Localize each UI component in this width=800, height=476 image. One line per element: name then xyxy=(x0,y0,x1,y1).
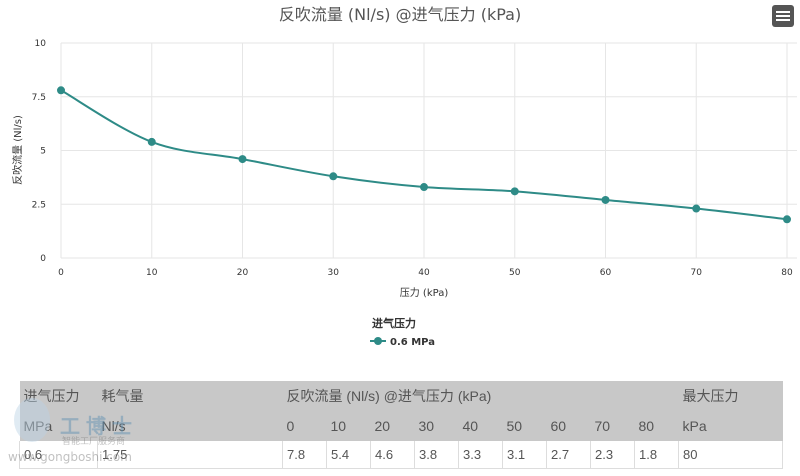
table-subheader-row: MPa Nl/s 0 10 20 30 40 50 60 70 80 kPa xyxy=(19,411,783,441)
subheader-cell: 40 xyxy=(462,418,479,434)
table-cell: 4.6 xyxy=(370,441,415,469)
table-cell: 1.8 xyxy=(634,441,679,469)
table-cell: 2.7 xyxy=(546,441,591,469)
subheader-cell: kPa xyxy=(682,418,707,434)
subheader-cell: 80 xyxy=(638,418,655,434)
x-tick-label: 80 xyxy=(781,268,793,278)
subheader-cell: 0 xyxy=(286,418,295,434)
y-tick-label: 2.5 xyxy=(32,200,46,210)
legend-item[interactable]: 0.6 MPa xyxy=(370,337,435,348)
table-cell: 0.6 xyxy=(19,441,98,469)
x-tick-label: 0 xyxy=(58,268,64,278)
x-tick-label: 60 xyxy=(600,268,612,278)
table-cell: 1.75 xyxy=(97,441,283,469)
data-point[interactable] xyxy=(420,183,428,192)
data-point[interactable] xyxy=(238,155,247,164)
table-cell: 5.4 xyxy=(326,441,371,469)
data-point[interactable] xyxy=(783,215,791,224)
subheader-cell: 50 xyxy=(506,418,523,434)
x-axis-label: 压力 (kPa) xyxy=(400,286,449,299)
header-cell: 反吹流量 (Nl/s) @进气压力 (kPa) xyxy=(286,388,492,404)
data-point[interactable] xyxy=(510,187,519,196)
y-tick-label: 10 xyxy=(35,39,47,49)
table-cell: 3.1 xyxy=(502,441,547,469)
chart-title: 反吹流量 (Nl/s) @进气压力 (kPa) xyxy=(279,5,521,24)
table-cell: 7.8 xyxy=(282,441,327,469)
legend-title: 进气压力 xyxy=(372,316,416,330)
table-cell: 3.8 xyxy=(414,441,459,469)
table-cell: 2.3 xyxy=(590,441,635,469)
data-point[interactable] xyxy=(57,86,65,95)
data-point[interactable] xyxy=(692,204,701,213)
chart-menu-button[interactable] xyxy=(772,5,794,27)
x-tick-label: 40 xyxy=(418,268,430,278)
header-cell: 耗气量 xyxy=(101,388,144,404)
data-point[interactable] xyxy=(601,195,610,204)
x-tick-label: 50 xyxy=(509,268,521,278)
table-cell: 80 xyxy=(678,441,783,469)
subheader-cell: MPa xyxy=(23,418,53,434)
x-tick-label: 70 xyxy=(691,268,703,278)
y-axis-label: 反吹流量 (Nl/s) xyxy=(11,115,24,185)
y-tick-label: 5 xyxy=(40,147,46,157)
y-tick-label: 7.5 xyxy=(32,93,46,103)
header-cell: 最大压力 xyxy=(682,388,739,404)
subheader-cell: Nl/s xyxy=(101,418,126,434)
table-row: 0.6 1.75 7.8 5.4 4.6 3.8 3.3 3.1 2.7 2.3 1.8 80 xyxy=(19,441,783,469)
subheader-cell: 10 xyxy=(330,418,347,434)
subheader-cell: 60 xyxy=(550,418,567,434)
table-cell: 3.3 xyxy=(458,441,503,469)
data-point[interactable] xyxy=(147,137,156,146)
subheader-cell: 70 xyxy=(594,418,611,434)
x-tick-label: 20 xyxy=(237,268,249,278)
subheader-cell: 20 xyxy=(374,418,391,434)
table-header-row: 进气压力 耗气量 反吹流量 (Nl/s) @进气压力 (kPa) 最大压力 xyxy=(19,381,783,411)
spec-table: 进气压力 耗气量 反吹流量 (Nl/s) @进气压力 (kPa) 最大压力 MP… xyxy=(19,381,783,469)
y-tick-label: 0 xyxy=(40,254,46,264)
x-tick-label: 10 xyxy=(146,268,158,278)
data-point[interactable] xyxy=(329,172,338,181)
header-cell: 进气压力 xyxy=(23,388,80,404)
x-tick-label: 30 xyxy=(328,268,340,278)
line-chart: 反吹流量 (Nl/s) @进气压力 (kPa) 0 10 20 30 40 50 60 70 8… xyxy=(11,5,797,348)
subheader-cell: 30 xyxy=(418,418,435,434)
legend-label: 0.6 MPa xyxy=(390,337,435,348)
